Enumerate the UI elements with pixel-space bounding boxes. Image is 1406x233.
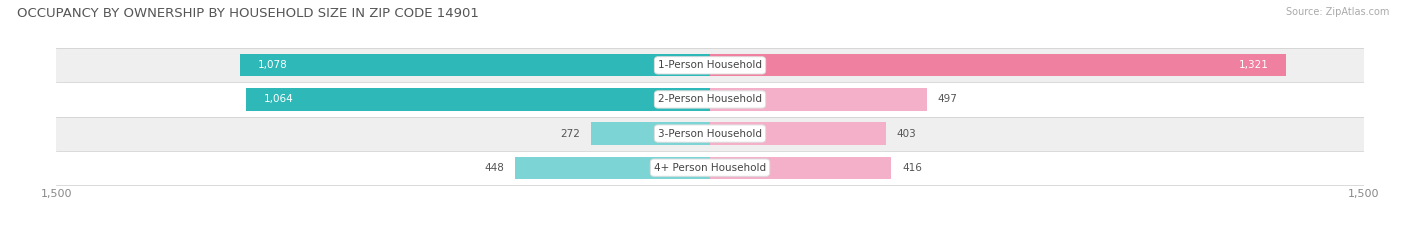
Bar [56,151,1364,185]
Text: 1,321: 1,321 [1239,60,1268,70]
Bar [592,123,710,145]
Bar [246,88,710,110]
Bar [56,48,1364,82]
Text: 3-Person Household: 3-Person Household [658,129,762,139]
Text: 2-Person Household: 2-Person Household [658,94,762,104]
Bar [56,116,1364,151]
Bar [710,123,886,145]
Text: 416: 416 [903,163,922,173]
Bar [710,88,927,110]
Text: 1,078: 1,078 [257,60,287,70]
Text: 1,064: 1,064 [264,94,294,104]
Text: 403: 403 [897,129,917,139]
Text: 497: 497 [938,94,957,104]
Text: 272: 272 [561,129,581,139]
Bar [710,54,1286,76]
Bar [56,82,1364,116]
Text: Source: ZipAtlas.com: Source: ZipAtlas.com [1285,7,1389,17]
Bar [515,157,710,179]
Text: 448: 448 [484,163,503,173]
Bar [710,157,891,179]
Text: 1-Person Household: 1-Person Household [658,60,762,70]
Bar [240,54,710,76]
Text: OCCUPANCY BY OWNERSHIP BY HOUSEHOLD SIZE IN ZIP CODE 14901: OCCUPANCY BY OWNERSHIP BY HOUSEHOLD SIZE… [17,7,479,20]
Text: 4+ Person Household: 4+ Person Household [654,163,766,173]
